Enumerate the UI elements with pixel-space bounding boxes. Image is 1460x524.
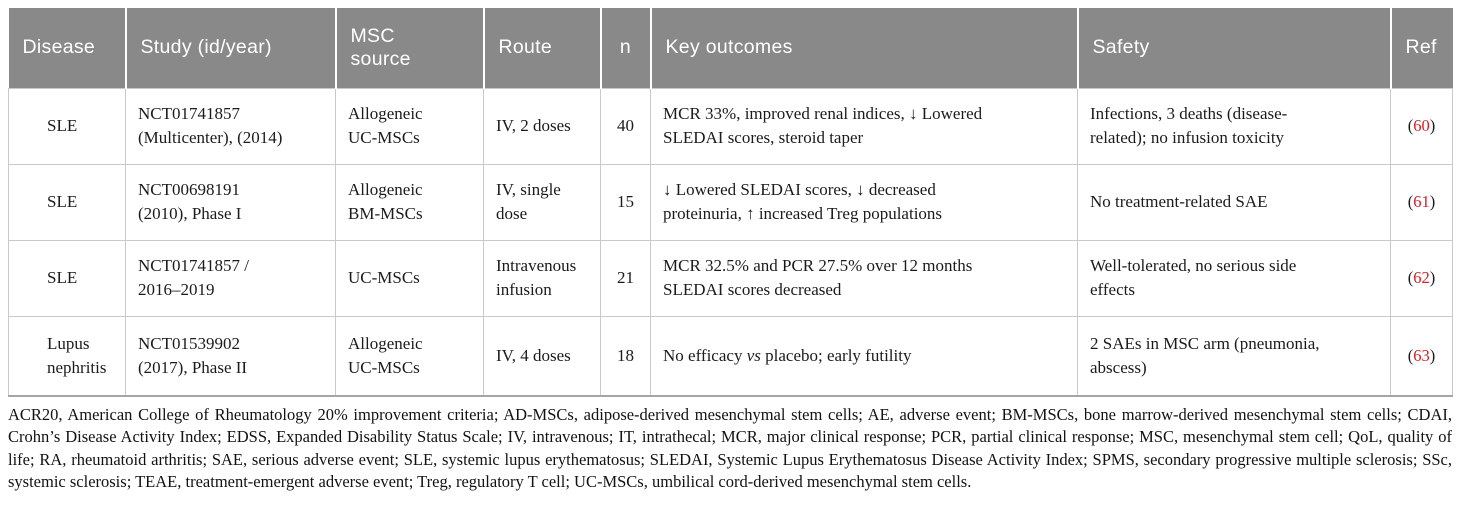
paren-open: ( (1407, 268, 1414, 288)
col-header-disease: Disease (8, 8, 127, 88)
key-outcome-text: No efficacy (663, 345, 747, 365)
cell-disease: Lupus nephritis (8, 315, 126, 397)
cell-ref: (62) (1390, 239, 1453, 317)
cell-msc-source: Allogeneic BM-MSCs (335, 163, 484, 241)
cell-ref: (63) (1390, 315, 1453, 397)
cell-disease: SLE (8, 163, 126, 241)
cell-study: NCT00698191 (2010), Phase I (125, 163, 336, 241)
cell-key-outcomes: MCR 33%, improved renal indices, ↓ Lower… (650, 87, 1078, 165)
col-header-key-outcomes: Key outcomes (650, 8, 1079, 88)
key-outcome-text: placebo; early futility (760, 345, 912, 365)
cell-study: NCT01741857 / 2016–2019 (125, 239, 336, 317)
cell-disease: SLE (8, 87, 126, 165)
col-header-n: n (600, 8, 652, 88)
table-row: SLE NCT00698191 (2010), Phase I Allogene… (8, 163, 1453, 241)
clinical-trials-table: Disease Study (id/year) MSC source Route… (8, 8, 1453, 397)
cell-ref: (61) (1390, 163, 1453, 241)
table-body: SLE NCT01741857 (Multicenter), (2014) Al… (8, 87, 1453, 397)
col-header-ref: Ref (1390, 8, 1453, 88)
paren-open: ( (1407, 116, 1414, 136)
header-row: Disease Study (id/year) MSC source Route… (8, 8, 1453, 88)
paren-close: ) (1429, 346, 1436, 366)
paren-close: ) (1429, 192, 1436, 212)
citation-ref-link[interactable]: 62 (1413, 268, 1430, 288)
paren-open: ( (1407, 192, 1414, 212)
cell-key-outcomes: ↓ Lowered SLEDAI scores, ↓ decreased pro… (650, 163, 1078, 241)
cell-route: Intravenous infusion (483, 239, 601, 317)
cell-msc-source: UC-MSCs (335, 239, 484, 317)
cell-n: 21 (600, 239, 651, 317)
col-header-route: Route (483, 8, 602, 88)
cell-route: IV, 2 doses (483, 87, 601, 165)
key-outcome-vs-italic: vs (746, 345, 761, 365)
col-header-study: Study (id/year) (125, 8, 337, 88)
cell-n: 40 (600, 87, 651, 165)
cell-route: IV, 4 doses (483, 315, 601, 397)
cell-msc-source: Allogeneic UC-MSCs (335, 87, 484, 165)
cell-study: NCT01539902 (2017), Phase II (125, 315, 336, 397)
cell-n: 18 (600, 315, 651, 397)
cell-safety: Well-tolerated, no serious side effects (1077, 239, 1391, 317)
citation-ref-link[interactable]: 60 (1413, 116, 1430, 136)
table-row: SLE NCT01741857 / 2016–2019 UC-MSCs Intr… (8, 239, 1453, 317)
cell-n: 15 (600, 163, 651, 241)
cell-key-outcomes: No efficacy vs placebo; early futility (650, 315, 1078, 397)
paper-table-page: Disease Study (id/year) MSC source Route… (8, 8, 1453, 492)
cell-key-outcomes: MCR 32.5% and PCR 27.5% over 12 months S… (650, 239, 1078, 317)
cell-msc-source: Allogeneic UC-MSCs (335, 315, 484, 397)
col-header-safety: Safety (1077, 8, 1392, 88)
col-header-msc-source: MSC source (335, 8, 485, 88)
cell-safety: No treatment-related SAE (1077, 163, 1391, 241)
paren-close: ) (1429, 116, 1436, 136)
table-row: Lupus nephritis NCT01539902 (2017), Phas… (8, 315, 1453, 397)
paren-open: ( (1407, 346, 1414, 366)
cell-study: NCT01741857 (Multicenter), (2014) (125, 87, 336, 165)
cell-ref: (60) (1390, 87, 1453, 165)
paren-close: ) (1429, 268, 1436, 288)
table-row: SLE NCT01741857 (Multicenter), (2014) Al… (8, 87, 1453, 165)
table-footnote-abbreviations: ACR20, American College of Rheumatology … (8, 405, 1452, 492)
cell-safety: Infections, 3 deaths (disease- related);… (1077, 87, 1391, 165)
citation-ref-link[interactable]: 63 (1413, 346, 1430, 366)
cell-safety: 2 SAEs in MSC arm (pneumonia, abscess) (1077, 315, 1391, 397)
cell-route: IV, single dose (483, 163, 601, 241)
table-header: Disease Study (id/year) MSC source Route… (8, 8, 1453, 88)
citation-ref-link[interactable]: 61 (1413, 192, 1430, 212)
cell-disease: SLE (8, 239, 126, 317)
